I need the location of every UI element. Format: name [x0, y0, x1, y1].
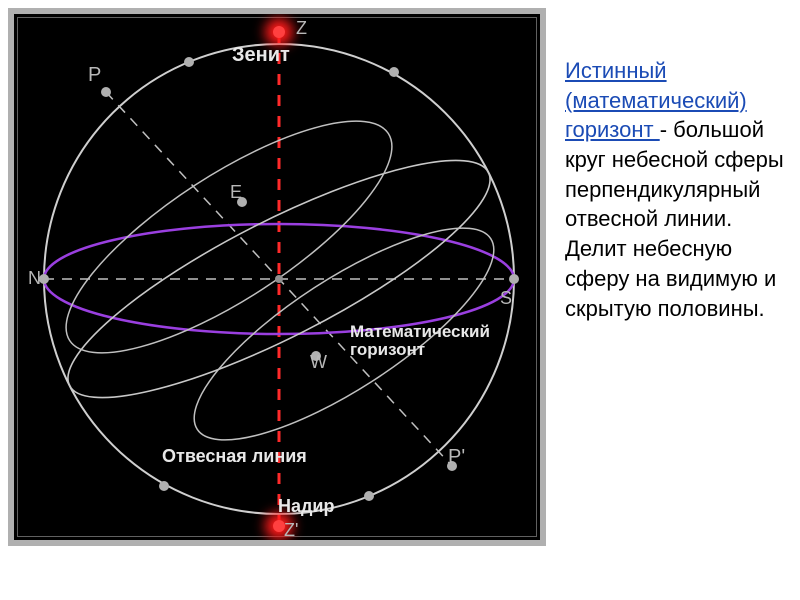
definition-text: Истинный (математический) горизонт - бол…: [565, 56, 785, 323]
node-equator-top: [389, 67, 399, 77]
node-path1-top: [184, 57, 194, 67]
label-zenith: Зенит: [232, 44, 290, 67]
label-N: N: [28, 268, 41, 289]
label-E: E: [230, 182, 242, 203]
node-equator-bot: [159, 481, 169, 491]
celestial-sphere-diagram: Z Зенит P E N S W Математический горизон…: [8, 8, 546, 546]
node-path2-bot: [364, 491, 374, 501]
label-Pprime: P': [448, 446, 465, 469]
label-Z: Z: [296, 18, 307, 39]
node-center: [275, 275, 283, 283]
label-W: W: [310, 352, 327, 373]
label-math-horizon-2: горизонт: [350, 340, 425, 360]
label-S: S: [500, 288, 512, 309]
label-plumb: Отвесная линия: [162, 446, 307, 467]
node-S: [509, 274, 519, 284]
label-P: P: [88, 64, 101, 87]
definition-body: - большой круг небесной сферы перпендику…: [565, 117, 784, 320]
label-Zprime: Z': [284, 520, 298, 541]
label-math-horizon-1: Математический: [350, 322, 490, 342]
label-nadir: Надир: [278, 496, 335, 517]
zenith-node: [273, 26, 285, 38]
node-P: [101, 87, 111, 97]
